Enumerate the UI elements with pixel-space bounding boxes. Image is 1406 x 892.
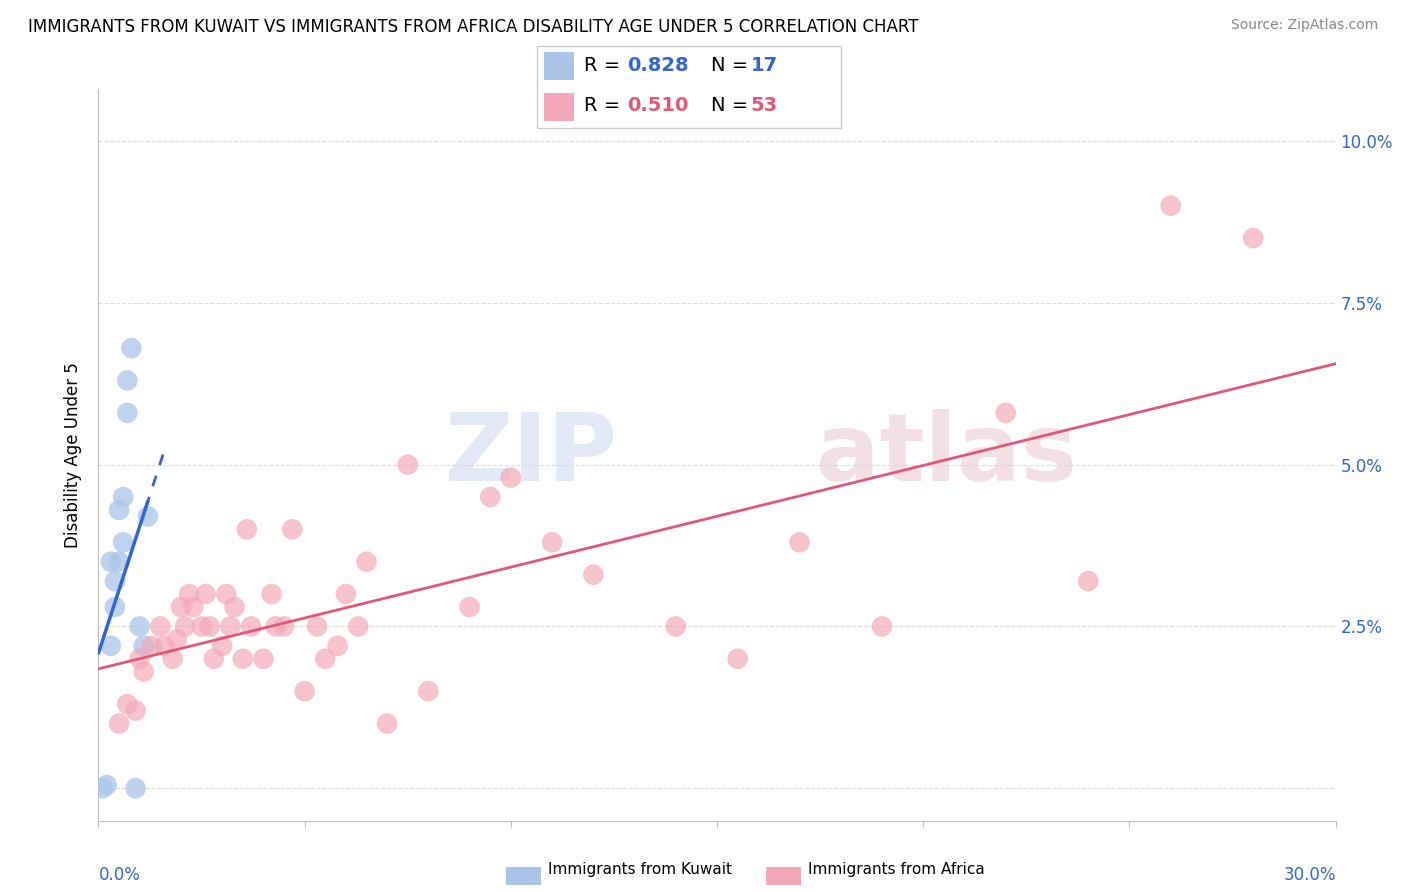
Text: 17: 17 [751,56,778,75]
Point [224,600,246,615]
Text: 0.510: 0.510 [627,96,689,115]
Point [128,652,150,666]
Point [132,639,155,653]
Point [396,458,419,472]
Point [252,652,274,666]
Text: R =: R = [583,96,626,115]
Point [132,665,155,679]
Point [100,639,122,653]
Point [260,587,283,601]
Point [273,619,295,633]
Point [211,639,233,653]
Point [162,652,184,666]
Point [117,697,139,711]
Point [215,587,238,601]
Point [202,652,225,666]
Point [1160,199,1182,213]
Point [789,535,811,549]
Point [166,632,188,647]
Point [128,619,150,633]
Text: 53: 53 [751,96,778,115]
Point [179,587,201,601]
Point [356,555,378,569]
Point [174,619,197,633]
Point [479,490,502,504]
Text: N =: N = [710,56,754,75]
Point [112,535,135,549]
Point [264,619,287,633]
Point [314,652,336,666]
Point [117,374,139,388]
Point [124,704,146,718]
Point [170,600,193,615]
Point [665,619,688,633]
Point [104,600,127,615]
Text: 0.828: 0.828 [627,56,689,75]
Point [294,684,316,698]
Point [108,555,131,569]
Point [1241,231,1264,245]
Point [149,619,172,633]
Point [1077,574,1099,589]
Point [375,716,398,731]
Point [870,619,893,633]
Point [194,587,217,601]
Point [190,619,212,633]
Point [994,406,1017,420]
Point [91,781,114,796]
Point [582,567,605,582]
Point [153,639,176,653]
Point [198,619,221,633]
Point [347,619,370,633]
Point [108,503,131,517]
Text: IMMIGRANTS FROM KUWAIT VS IMMIGRANTS FROM AFRICA DISABILITY AGE UNDER 5 CORRELAT: IMMIGRANTS FROM KUWAIT VS IMMIGRANTS FRO… [28,18,918,36]
Text: 30.0%: 30.0% [1284,866,1336,884]
Text: Immigrants from Africa: Immigrants from Africa [808,863,986,877]
Point [120,341,142,355]
Point [124,781,146,796]
Text: 0.0%: 0.0% [98,866,141,884]
Point [499,470,522,484]
Text: R =: R = [583,56,626,75]
Point [108,716,131,731]
Y-axis label: Disability Age Under 5: Disability Age Under 5 [65,362,83,548]
Point [305,619,328,633]
Point [181,600,204,615]
Point [236,522,259,536]
FancyBboxPatch shape [766,867,801,885]
Point [541,535,564,549]
Point [240,619,263,633]
Text: Source: ZipAtlas.com: Source: ZipAtlas.com [1230,18,1378,32]
FancyBboxPatch shape [544,53,575,80]
FancyBboxPatch shape [537,46,841,128]
Text: N =: N = [710,96,754,115]
Text: ZIP: ZIP [446,409,619,501]
Point [335,587,357,601]
Point [117,406,139,420]
Point [136,509,159,524]
Text: atlas: atlas [815,409,1077,501]
Point [141,639,163,653]
Point [727,652,749,666]
FancyBboxPatch shape [544,93,575,120]
Point [232,652,254,666]
Point [458,600,481,615]
Point [281,522,304,536]
Point [219,619,242,633]
FancyBboxPatch shape [506,867,541,885]
Point [100,555,122,569]
Point [326,639,349,653]
Point [104,574,127,589]
Point [418,684,440,698]
Text: Immigrants from Kuwait: Immigrants from Kuwait [548,863,733,877]
Point [96,778,118,792]
Point [112,490,135,504]
